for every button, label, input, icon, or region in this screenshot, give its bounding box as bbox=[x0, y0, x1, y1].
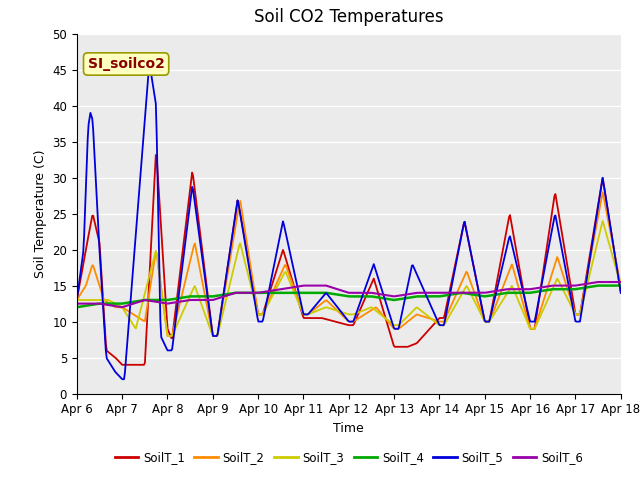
SoilT_1 bbox=[438, 315, 445, 321]
SoilT_2 bbox=[599, 189, 607, 195]
SoilT_3 bbox=[617, 283, 625, 288]
SoilT_3 bbox=[170, 329, 178, 335]
Line: SoilT_6: SoilT_6 bbox=[77, 282, 621, 307]
SoilT_5 bbox=[484, 319, 492, 324]
SoilT_4 bbox=[483, 293, 490, 299]
Text: SI_soilco2: SI_soilco2 bbox=[88, 57, 164, 71]
SoilT_3 bbox=[437, 323, 445, 328]
Y-axis label: Soil Temperature (C): Soil Temperature (C) bbox=[34, 149, 47, 278]
SoilT_2 bbox=[320, 299, 328, 305]
SoilT_6 bbox=[617, 279, 625, 285]
SoilT_5 bbox=[321, 291, 328, 297]
SoilT_4 bbox=[213, 293, 221, 299]
SoilT_4 bbox=[595, 283, 603, 288]
SoilT_6 bbox=[214, 296, 221, 301]
SoilT_1 bbox=[171, 313, 179, 319]
SoilT_4 bbox=[73, 304, 81, 310]
SoilT_5 bbox=[73, 297, 81, 303]
Line: SoilT_3: SoilT_3 bbox=[77, 221, 621, 336]
SoilT_2 bbox=[214, 332, 221, 337]
SoilT_6 bbox=[394, 293, 402, 299]
SoilT_3 bbox=[73, 297, 81, 303]
Line: SoilT_4: SoilT_4 bbox=[77, 286, 621, 307]
SoilT_5 bbox=[438, 323, 445, 328]
SoilT_3 bbox=[599, 218, 607, 224]
SoilT_6 bbox=[73, 300, 81, 306]
Title: Soil CO2 Temperatures: Soil CO2 Temperatures bbox=[254, 9, 444, 26]
SoilT_1 bbox=[396, 344, 403, 349]
SoilT_3 bbox=[214, 332, 221, 338]
SoilT_4 bbox=[394, 297, 401, 302]
SoilT_4 bbox=[169, 296, 177, 302]
SoilT_6 bbox=[437, 290, 445, 296]
SoilT_5 bbox=[214, 325, 222, 331]
SoilT_6 bbox=[320, 283, 328, 288]
SoilT_5 bbox=[617, 290, 625, 296]
SoilT_2 bbox=[483, 319, 491, 324]
SoilT_5 bbox=[171, 324, 179, 330]
SoilT_1 bbox=[617, 290, 625, 296]
SoilT_5 bbox=[118, 376, 126, 382]
SoilT_1 bbox=[321, 316, 328, 322]
SoilT_2 bbox=[394, 326, 402, 332]
SoilT_4 bbox=[319, 290, 327, 296]
SoilT_1 bbox=[214, 325, 222, 331]
SoilT_2 bbox=[164, 333, 172, 339]
SoilT_4 bbox=[436, 293, 444, 299]
SoilT_1 bbox=[152, 152, 159, 158]
SoilT_1 bbox=[484, 319, 492, 324]
SoilT_6 bbox=[118, 304, 126, 310]
SoilT_5 bbox=[146, 60, 154, 66]
SoilT_6 bbox=[170, 300, 178, 305]
SoilT_3 bbox=[394, 323, 402, 328]
SoilT_5 bbox=[396, 324, 403, 329]
Line: SoilT_2: SoilT_2 bbox=[77, 192, 621, 336]
X-axis label: Time: Time bbox=[333, 422, 364, 435]
SoilT_4 bbox=[617, 283, 625, 288]
Line: SoilT_5: SoilT_5 bbox=[77, 63, 621, 379]
SoilT_2 bbox=[437, 319, 445, 324]
SoilT_2 bbox=[170, 325, 178, 331]
Line: SoilT_1: SoilT_1 bbox=[77, 155, 621, 365]
SoilT_3 bbox=[320, 305, 328, 311]
SoilT_1 bbox=[118, 362, 126, 368]
Legend: SoilT_1, SoilT_2, SoilT_3, SoilT_4, SoilT_5, SoilT_6: SoilT_1, SoilT_2, SoilT_3, SoilT_4, Soil… bbox=[110, 446, 588, 469]
SoilT_3 bbox=[483, 319, 491, 324]
SoilT_1 bbox=[73, 297, 81, 303]
SoilT_2 bbox=[617, 283, 625, 288]
SoilT_6 bbox=[595, 279, 603, 285]
SoilT_3 bbox=[164, 333, 172, 339]
SoilT_2 bbox=[73, 297, 81, 303]
SoilT_6 bbox=[483, 289, 491, 295]
